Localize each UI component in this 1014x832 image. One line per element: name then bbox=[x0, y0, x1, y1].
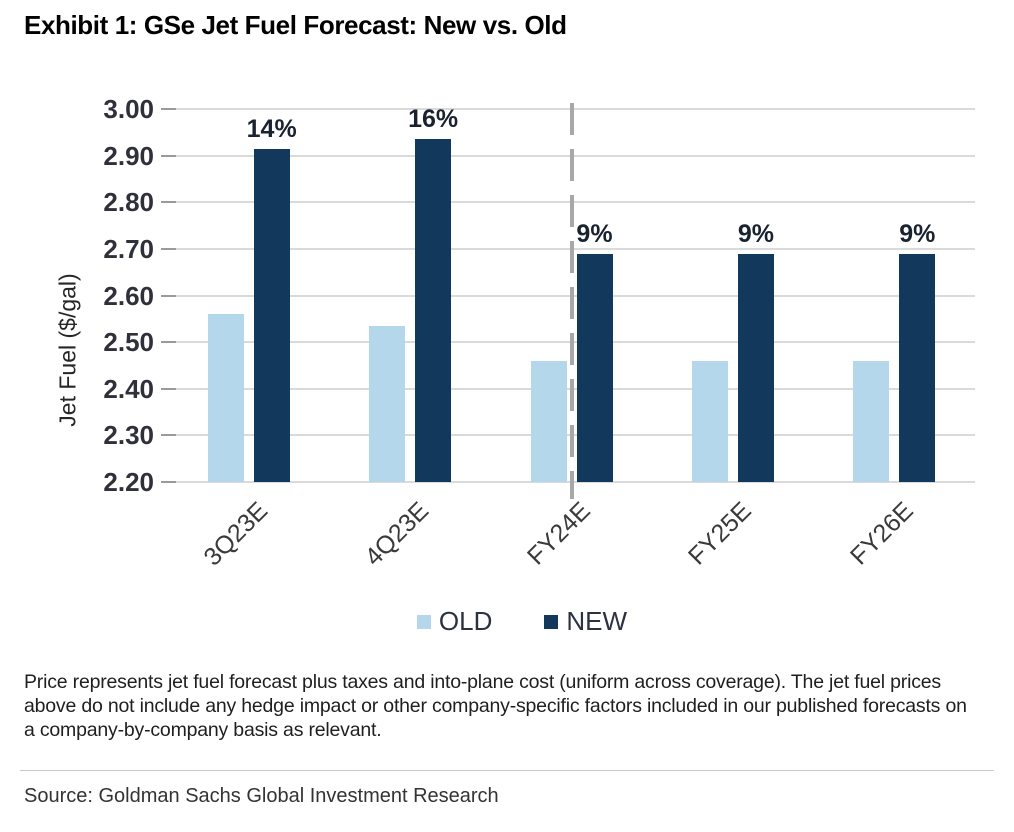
bar-old-FY24E bbox=[530, 360, 567, 482]
y-tick bbox=[161, 341, 176, 344]
x-tick-label: FY24E bbox=[522, 496, 596, 571]
legend-item-old: OLD bbox=[416, 606, 493, 637]
bar-new-3Q23E bbox=[253, 148, 290, 482]
y-tick bbox=[161, 154, 176, 157]
bar-new-FY26E bbox=[899, 253, 936, 482]
pct-change-label: 16% bbox=[408, 105, 459, 134]
y-tick-label: 2.50 bbox=[103, 327, 154, 358]
y-tick-label: 2.40 bbox=[103, 373, 154, 404]
x-tick-label: 3Q23E bbox=[198, 496, 274, 572]
bar-old-3Q23E bbox=[207, 314, 244, 482]
divider-line bbox=[20, 770, 994, 771]
footnote: Price represents jet fuel forecast plus … bbox=[24, 671, 967, 741]
bar-old-FY26E bbox=[853, 360, 890, 482]
legend-label-old: OLD bbox=[438, 606, 493, 636]
x-tick-label: 4Q23E bbox=[359, 496, 435, 572]
bar-new-4Q23E bbox=[415, 139, 452, 482]
source-line: Source: Goldman Sachs Global Investment … bbox=[24, 785, 499, 807]
y-tick-label: 2.30 bbox=[103, 420, 154, 451]
legend-label-new: NEW bbox=[566, 606, 628, 636]
legend-swatch-new bbox=[544, 614, 559, 629]
y-tick-label: 2.20 bbox=[103, 467, 154, 497]
pct-change-label: 9% bbox=[576, 219, 613, 248]
bar-old-4Q23E bbox=[369, 325, 406, 482]
legend-item-new: NEW bbox=[544, 606, 627, 637]
y-tick-label: 2.90 bbox=[103, 140, 154, 171]
y-tick-label: 2.80 bbox=[103, 187, 154, 218]
legend-swatch-old bbox=[416, 614, 431, 629]
y-tick bbox=[161, 201, 176, 204]
pct-change-label: 14% bbox=[246, 114, 297, 143]
forecast-divider-line bbox=[569, 103, 574, 499]
exhibit-title: Exhibit 1: GSe Jet Fuel Forecast: New vs… bbox=[24, 10, 567, 40]
legend: OLD NEW bbox=[30, 606, 1014, 637]
x-tick-label: FY25E bbox=[683, 496, 758, 571]
pct-change-label: 9% bbox=[899, 219, 936, 248]
bar-new-FY24E bbox=[576, 253, 613, 482]
y-tick-label: 3.00 bbox=[103, 94, 154, 124]
y-axis-title: Jet Fuel ($/gal) bbox=[54, 273, 81, 427]
y-tick-label: 2.70 bbox=[103, 233, 154, 264]
x-tick-label: FY26E bbox=[844, 496, 919, 571]
bar-old-FY25E bbox=[691, 360, 728, 482]
bar-new-FY25E bbox=[737, 253, 774, 482]
y-tick bbox=[161, 434, 176, 437]
y-tick bbox=[161, 294, 176, 297]
y-tick-label: 2.60 bbox=[103, 280, 154, 311]
y-tick bbox=[161, 108, 176, 110]
pct-change-label: 9% bbox=[737, 219, 774, 248]
y-tick bbox=[161, 481, 176, 483]
y-tick bbox=[161, 387, 176, 390]
y-tick bbox=[161, 247, 176, 250]
